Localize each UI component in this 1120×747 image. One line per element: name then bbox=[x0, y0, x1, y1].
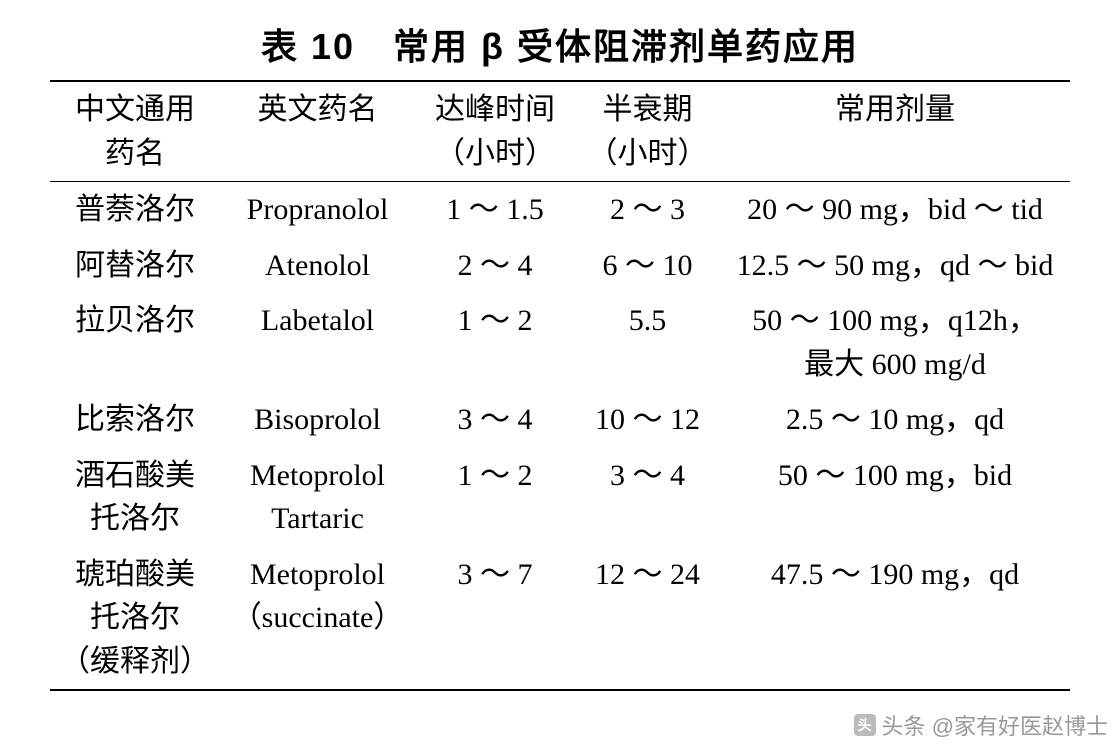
cell-name-en: Bisoprolol bbox=[220, 392, 415, 448]
col-header-half-l1: 半衰期 bbox=[579, 88, 716, 132]
cell-peak: 3 ～ 7 bbox=[415, 547, 575, 691]
cell-name-en-l1: Atenolol bbox=[224, 244, 411, 288]
watermark-text: 头条 @家有好医赵博士 bbox=[882, 709, 1108, 741]
table-row: 比索洛尔Bisoprolol3 ～ 410 ～ 122.5 ～ 10 mg，qd bbox=[50, 392, 1070, 448]
col-header-peak: 达峰时间 （小时） bbox=[415, 81, 575, 182]
cell-dosage: 50 ～ 100 mg，q12h，最大 600 mg/d bbox=[720, 293, 1070, 392]
table-row: 拉贝洛尔Labetalol1 ～ 25.550 ～ 100 mg，q12h，最大… bbox=[50, 293, 1070, 392]
table-body: 普萘洛尔Propranolol1 ～ 1.52 ～ 320 ～ 90 mg，bi… bbox=[50, 182, 1070, 691]
cell-name-cn-l1: 比索洛尔 bbox=[54, 398, 216, 442]
cell-dosage: 20 ～ 90 mg，bid ～ tid bbox=[720, 182, 1070, 238]
cell-half: 12 ～ 24 bbox=[575, 547, 720, 691]
col-header-name-cn: 中文通用 药名 bbox=[50, 81, 220, 182]
cell-name-en-l1: Metoprolol bbox=[224, 454, 411, 498]
cell-name-cn-l3: （缓释剂） bbox=[54, 640, 216, 684]
table-row: 阿替洛尔Atenolol2 ～ 46 ～ 1012.5 ～ 50 mg，qd ～… bbox=[50, 238, 1070, 294]
cell-name-en-l2: （succinate） bbox=[224, 596, 411, 640]
col-header-name-cn-l1: 中文通用 bbox=[54, 88, 216, 132]
cell-dosage-l1: 12.5 ～ 50 mg，qd ～ bid bbox=[724, 244, 1066, 288]
drug-table: 中文通用 药名 英文药名 达峰时间 （小时） 半衰期 （小时） 常用剂量 普萘洛… bbox=[50, 80, 1070, 691]
cell-name-en-l1: Propranolol bbox=[224, 188, 411, 232]
cell-name-cn-l1: 琥珀酸美 bbox=[54, 553, 216, 597]
header-row: 中文通用 药名 英文药名 达峰时间 （小时） 半衰期 （小时） 常用剂量 bbox=[50, 81, 1070, 182]
cell-name-en: Atenolol bbox=[220, 238, 415, 294]
cell-dosage: 47.5 ～ 190 mg，qd bbox=[720, 547, 1070, 691]
cell-name-cn: 酒石酸美托洛尔 bbox=[50, 448, 220, 547]
cell-name-cn-l1: 拉贝洛尔 bbox=[54, 299, 216, 343]
toutiao-icon: 头 bbox=[854, 714, 876, 736]
table-row: 普萘洛尔Propranolol1 ～ 1.52 ～ 320 ～ 90 mg，bi… bbox=[50, 182, 1070, 238]
cell-dosage-l1: 20 ～ 90 mg，bid ～ tid bbox=[724, 188, 1066, 232]
col-header-peak-l1: 达峰时间 bbox=[419, 88, 571, 132]
cell-name-en-l1: Metoprolol bbox=[224, 553, 411, 597]
col-header-half: 半衰期 （小时） bbox=[575, 81, 720, 182]
cell-peak: 3 ～ 4 bbox=[415, 392, 575, 448]
cell-name-en-l1: Labetalol bbox=[224, 299, 411, 343]
cell-dosage-l1: 47.5 ～ 190 mg，qd bbox=[724, 553, 1066, 597]
cell-peak: 2 ～ 4 bbox=[415, 238, 575, 294]
cell-name-cn-l1: 阿替洛尔 bbox=[54, 244, 216, 288]
cell-name-en: Labetalol bbox=[220, 293, 415, 392]
cell-name-cn: 拉贝洛尔 bbox=[50, 293, 220, 392]
cell-dosage: 12.5 ～ 50 mg，qd ～ bid bbox=[720, 238, 1070, 294]
table-row: 酒石酸美托洛尔MetoprololTartaric1 ～ 23 ～ 450 ～ … bbox=[50, 448, 1070, 547]
cell-name-cn-l2: 托洛尔 bbox=[54, 497, 216, 541]
cell-half: 2 ～ 3 bbox=[575, 182, 720, 238]
cell-name-cn-l2: 托洛尔 bbox=[54, 596, 216, 640]
col-header-half-l2: （小时） bbox=[579, 132, 716, 176]
cell-dosage: 50 ～ 100 mg，bid bbox=[720, 448, 1070, 547]
table-title: 表 10 常用 β 受体阻滞剂单药应用 bbox=[50, 18, 1070, 70]
cell-name-en: MetoprololTartaric bbox=[220, 448, 415, 547]
cell-peak: 1 ～ 2 bbox=[415, 448, 575, 547]
col-header-name-en: 英文药名 bbox=[220, 81, 415, 182]
table-page: 表 10 常用 β 受体阻滞剂单药应用 中文通用 药名 英文药名 达峰时间 （小… bbox=[0, 0, 1120, 691]
cell-name-en-l1: Bisoprolol bbox=[224, 398, 411, 442]
cell-peak: 1 ～ 1.5 bbox=[415, 182, 575, 238]
cell-peak: 1 ～ 2 bbox=[415, 293, 575, 392]
cell-half: 5.5 bbox=[575, 293, 720, 392]
cell-name-en: Metoprolol（succinate） bbox=[220, 547, 415, 691]
cell-name-cn: 阿替洛尔 bbox=[50, 238, 220, 294]
cell-name-en: Propranolol bbox=[220, 182, 415, 238]
cell-dosage-l1: 2.5 ～ 10 mg，qd bbox=[724, 398, 1066, 442]
cell-half: 10 ～ 12 bbox=[575, 392, 720, 448]
cell-name-cn: 琥珀酸美托洛尔（缓释剂） bbox=[50, 547, 220, 691]
col-header-dosage: 常用剂量 bbox=[720, 81, 1070, 182]
cell-half: 6 ～ 10 bbox=[575, 238, 720, 294]
cell-half: 3 ～ 4 bbox=[575, 448, 720, 547]
cell-dosage-l2: 最大 600 mg/d bbox=[724, 343, 1066, 387]
cell-name-cn: 普萘洛尔 bbox=[50, 182, 220, 238]
cell-dosage-l1: 50 ～ 100 mg，q12h， bbox=[724, 299, 1066, 343]
cell-name-cn-l1: 酒石酸美 bbox=[54, 454, 216, 498]
cell-name-cn: 比索洛尔 bbox=[50, 392, 220, 448]
table-row: 琥珀酸美托洛尔（缓释剂）Metoprolol（succinate）3 ～ 712… bbox=[50, 547, 1070, 691]
col-header-peak-l2: （小时） bbox=[419, 132, 571, 176]
cell-dosage-l1: 50 ～ 100 mg，bid bbox=[724, 454, 1066, 498]
col-header-name-cn-l2: 药名 bbox=[54, 132, 216, 176]
watermark: 头 头条 @家有好医赵博士 bbox=[854, 709, 1108, 741]
cell-name-en-l2: Tartaric bbox=[224, 497, 411, 541]
cell-dosage: 2.5 ～ 10 mg，qd bbox=[720, 392, 1070, 448]
cell-name-cn-l1: 普萘洛尔 bbox=[54, 188, 216, 232]
